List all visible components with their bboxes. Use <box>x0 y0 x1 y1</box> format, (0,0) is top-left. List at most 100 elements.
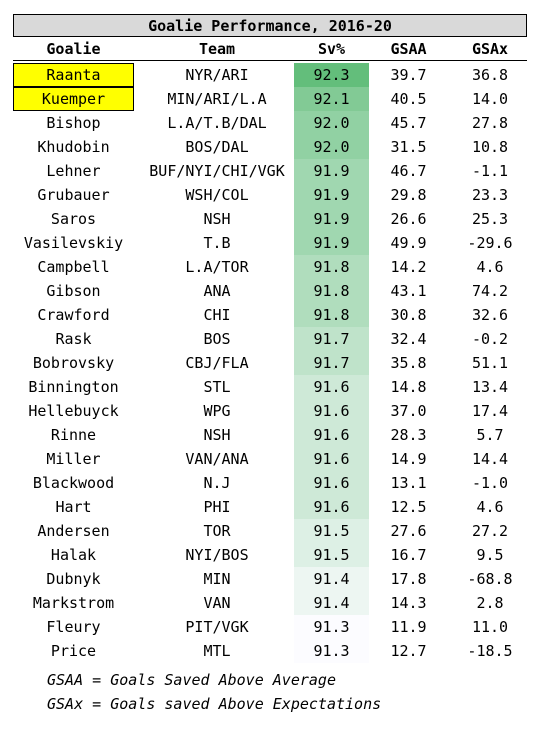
gsaa-cell: 14.8 <box>390 378 427 396</box>
gsaa-cell: 39.7 <box>390 66 427 84</box>
goalie-cell: Rask <box>55 330 92 348</box>
goalie-cell: Kuemper <box>13 87 134 111</box>
sv-cell: 91.4 <box>294 591 369 615</box>
sv-cell: 91.6 <box>294 375 369 399</box>
team-cell: BUF/NYI/CHI/VGK <box>149 162 285 180</box>
gsax-cell: 32.6 <box>471 306 509 324</box>
team-cell: BOS <box>203 330 231 348</box>
team-cell: T.B <box>203 234 231 252</box>
gsaa-cell: 27.6 <box>390 522 427 540</box>
team-cell: L.A/T.B/DAL <box>167 114 267 132</box>
table-row: Hellebuyck WPG 91.6 37.0 17.4 <box>13 399 527 423</box>
header-team: Team <box>198 40 236 58</box>
team-cell: STL <box>203 378 231 396</box>
team-cell: CHI <box>203 306 231 324</box>
gsaa-cell: 46.7 <box>390 162 427 180</box>
gsaa-cell: 31.5 <box>390 138 427 156</box>
goalie-cell: Lehner <box>46 162 101 180</box>
goalie-cell: Hellebuyck <box>28 402 119 420</box>
team-cell: VAN/ANA <box>185 450 249 468</box>
goalie-cell: Halak <box>50 546 97 564</box>
team-cell: PIT/VGK <box>185 618 249 636</box>
goalie-cell: Price <box>50 642 97 660</box>
gsax-cell: 14.4 <box>471 450 509 468</box>
table-row: Binnington STL 91.6 14.8 13.4 <box>13 375 527 399</box>
gsaa-cell: 12.7 <box>390 642 427 660</box>
gsaa-cell: 12.5 <box>390 498 427 516</box>
gsax-cell: 9.5 <box>476 546 504 564</box>
team-cell: ANA <box>203 282 231 300</box>
goalie-cell: Fleury <box>46 618 101 636</box>
table-row: Kuemper MIN/ARI/L.A 92.1 40.5 14.0 <box>13 87 527 111</box>
sv-cell: 91.6 <box>294 423 369 447</box>
goalie-cell: Saros <box>50 210 97 228</box>
table-row: Price MTL 91.3 12.7 -18.5 <box>13 639 527 663</box>
gsaa-cell: 37.0 <box>390 402 427 420</box>
gsaa-cell: 45.7 <box>390 114 427 132</box>
gsax-cell: 27.8 <box>471 114 509 132</box>
table-row: Khudobin BOS/DAL 92.0 31.5 10.8 <box>13 135 527 159</box>
gsaa-cell: 28.3 <box>390 426 427 444</box>
team-cell: NYI/BOS <box>185 546 249 564</box>
goalie-cell: Grubauer <box>37 186 110 204</box>
table-row: Raanta NYR/ARI 92.3 39.7 36.8 <box>13 63 527 87</box>
footnote-gsax: GSAx = Goals saved Above Expectations <box>47 695 382 713</box>
gsax-cell: 4.6 <box>476 498 504 516</box>
gsax-cell: 25.3 <box>471 210 509 228</box>
gsax-cell: 23.3 <box>471 186 509 204</box>
gsaa-cell: 11.9 <box>390 618 427 636</box>
gsax-cell: -68.8 <box>467 570 513 588</box>
goalie-cell: Blackwood <box>32 474 115 492</box>
table-row: Blackwood N.J 91.6 13.1 -1.0 <box>13 471 527 495</box>
sv-cell: 91.4 <box>294 567 369 591</box>
sv-cell: 92.1 <box>294 87 369 111</box>
team-cell: VAN <box>203 594 231 612</box>
team-cell: PHI <box>203 498 231 516</box>
gsax-cell: -1.0 <box>471 474 509 492</box>
goalie-cell: Markstrom <box>32 594 115 612</box>
goalie-cell: Miller <box>46 450 101 468</box>
team-cell: NSH <box>203 210 231 228</box>
sv-cell: 91.6 <box>294 447 369 471</box>
goalie-cell: Raanta <box>13 63 134 87</box>
goalie-cell: Rinne <box>50 426 97 444</box>
team-cell: N.J <box>203 474 231 492</box>
team-cell: WPG <box>203 402 231 420</box>
sv-cell: 91.8 <box>294 255 369 279</box>
header-goalie: Goalie <box>46 40 101 58</box>
goalie-cell: Khudobin <box>37 138 110 156</box>
goalie-cell: Bobrovsky <box>32 354 115 372</box>
gsaa-cell: 32.4 <box>390 330 427 348</box>
table-row: Grubauer WSH/COL 91.9 29.8 23.3 <box>13 183 527 207</box>
team-cell: MTL <box>203 642 231 660</box>
gsax-cell: -1.1 <box>471 162 509 180</box>
team-cell: MIN/ARI/L.A <box>167 90 267 108</box>
sv-cell: 91.3 <box>294 639 369 663</box>
gsaa-cell: 35.8 <box>390 354 427 372</box>
gsaa-cell: 40.5 <box>390 90 427 108</box>
sv-cell: 92.0 <box>294 135 369 159</box>
table-row: Bishop L.A/T.B/DAL 92.0 45.7 27.8 <box>13 111 527 135</box>
gsaa-cell: 17.8 <box>390 570 427 588</box>
gsax-cell: 51.1 <box>471 354 509 372</box>
gsax-cell: 4.6 <box>476 258 504 276</box>
gsaa-cell: 14.2 <box>390 258 427 276</box>
gsax-cell: -18.5 <box>467 642 513 660</box>
gsaa-cell: 13.1 <box>390 474 427 492</box>
gsax-cell: 17.4 <box>471 402 509 420</box>
table-row: Rinne NSH 91.6 28.3 5.7 <box>13 423 527 447</box>
team-cell: TOR <box>203 522 231 540</box>
table-row: Vasilevskiy T.B 91.9 49.9 -29.6 <box>13 231 527 255</box>
sv-cell: 91.6 <box>294 495 369 519</box>
sv-cell: 91.9 <box>294 159 369 183</box>
goalie-cell: Binnington <box>28 378 119 396</box>
gsaa-cell: 14.9 <box>390 450 427 468</box>
sv-cell: 91.9 <box>294 183 369 207</box>
goalie-cell: Campbell <box>37 258 110 276</box>
gsax-cell: 27.2 <box>471 522 509 540</box>
sv-cell: 91.5 <box>294 519 369 543</box>
gsaa-cell: 30.8 <box>390 306 427 324</box>
gsax-cell: -29.6 <box>467 234 513 252</box>
header-sv: Sv% <box>317 40 346 58</box>
team-cell: NYR/ARI <box>185 66 249 84</box>
